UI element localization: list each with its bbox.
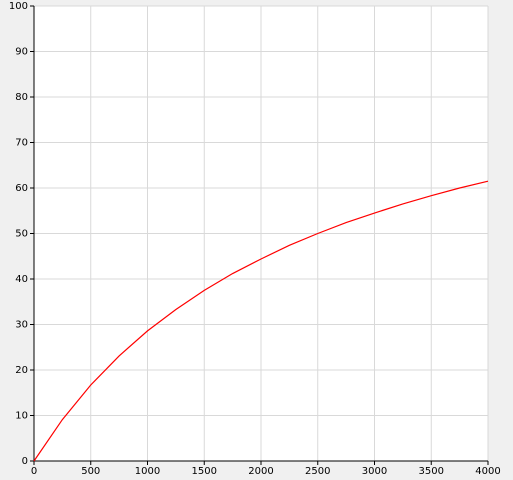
y-tick-label: 30	[15, 320, 28, 331]
line-series	[33, 180, 489, 462]
y-tick-label: 10	[15, 411, 28, 422]
y-tick-label: 20	[15, 365, 28, 376]
x-tick-label: 2500	[305, 466, 330, 477]
y-tick-label: 100	[9, 1, 28, 12]
x-tick-label: 500	[81, 466, 100, 477]
y-tick-label: 40	[15, 274, 28, 285]
y-tick-label: 90	[15, 47, 28, 58]
x-tick-label: 0	[31, 466, 37, 477]
x-tick-label: 2000	[248, 466, 273, 477]
x-tick-label: 1000	[135, 466, 160, 477]
x-tick-label: 3500	[419, 466, 444, 477]
y-tick-label: 60	[15, 183, 28, 194]
x-tick-label: 3000	[362, 466, 387, 477]
y-tick-label: 70	[15, 138, 28, 149]
x-tick-label: 4000	[475, 466, 500, 477]
x-tick-label: 1500	[192, 466, 217, 477]
y-tick-label: 80	[15, 92, 28, 103]
y-tick-label: 50	[15, 229, 28, 240]
y-tick-label: 0	[22, 456, 28, 467]
